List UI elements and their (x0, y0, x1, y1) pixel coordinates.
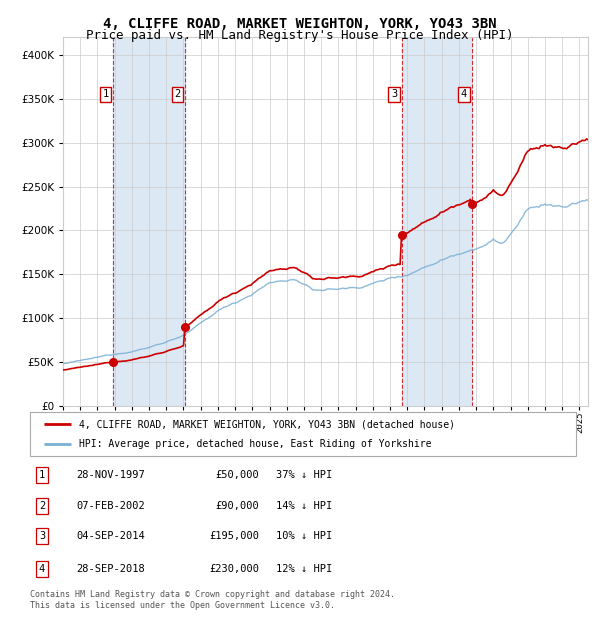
Text: 1: 1 (39, 471, 45, 480)
Text: 12% ↓ HPI: 12% ↓ HPI (276, 564, 332, 574)
Text: £90,000: £90,000 (215, 501, 259, 511)
Text: 2: 2 (39, 501, 45, 511)
Text: 3: 3 (391, 89, 397, 99)
Text: 4: 4 (39, 564, 45, 574)
Text: Contains HM Land Registry data © Crown copyright and database right 2024.
This d: Contains HM Land Registry data © Crown c… (30, 590, 395, 609)
Text: Price paid vs. HM Land Registry's House Price Index (HPI): Price paid vs. HM Land Registry's House … (86, 29, 514, 42)
Bar (113, 37, 185, 406)
FancyBboxPatch shape (30, 412, 576, 456)
Bar (402, 37, 472, 406)
Text: £230,000: £230,000 (209, 564, 259, 574)
Text: £50,000: £50,000 (215, 471, 259, 480)
Text: 10% ↓ HPI: 10% ↓ HPI (276, 531, 332, 541)
Text: £195,000: £195,000 (209, 531, 259, 541)
Text: 37% ↓ HPI: 37% ↓ HPI (276, 471, 332, 480)
Text: 14% ↓ HPI: 14% ↓ HPI (276, 501, 332, 511)
Text: 07-FEB-2002: 07-FEB-2002 (76, 501, 145, 511)
Text: 28-NOV-1997: 28-NOV-1997 (76, 471, 145, 480)
Text: 4: 4 (461, 89, 467, 99)
Text: 3: 3 (39, 531, 45, 541)
Text: 2: 2 (175, 89, 181, 99)
Text: 4, CLIFFE ROAD, MARKET WEIGHTON, YORK, YO43 3BN: 4, CLIFFE ROAD, MARKET WEIGHTON, YORK, Y… (103, 17, 497, 32)
Text: 28-SEP-2018: 28-SEP-2018 (76, 564, 145, 574)
Text: 1: 1 (102, 89, 109, 99)
Text: HPI: Average price, detached house, East Riding of Yorkshire: HPI: Average price, detached house, East… (79, 439, 431, 449)
Text: 4, CLIFFE ROAD, MARKET WEIGHTON, YORK, YO43 3BN (detached house): 4, CLIFFE ROAD, MARKET WEIGHTON, YORK, Y… (79, 419, 455, 429)
Text: 04-SEP-2014: 04-SEP-2014 (76, 531, 145, 541)
